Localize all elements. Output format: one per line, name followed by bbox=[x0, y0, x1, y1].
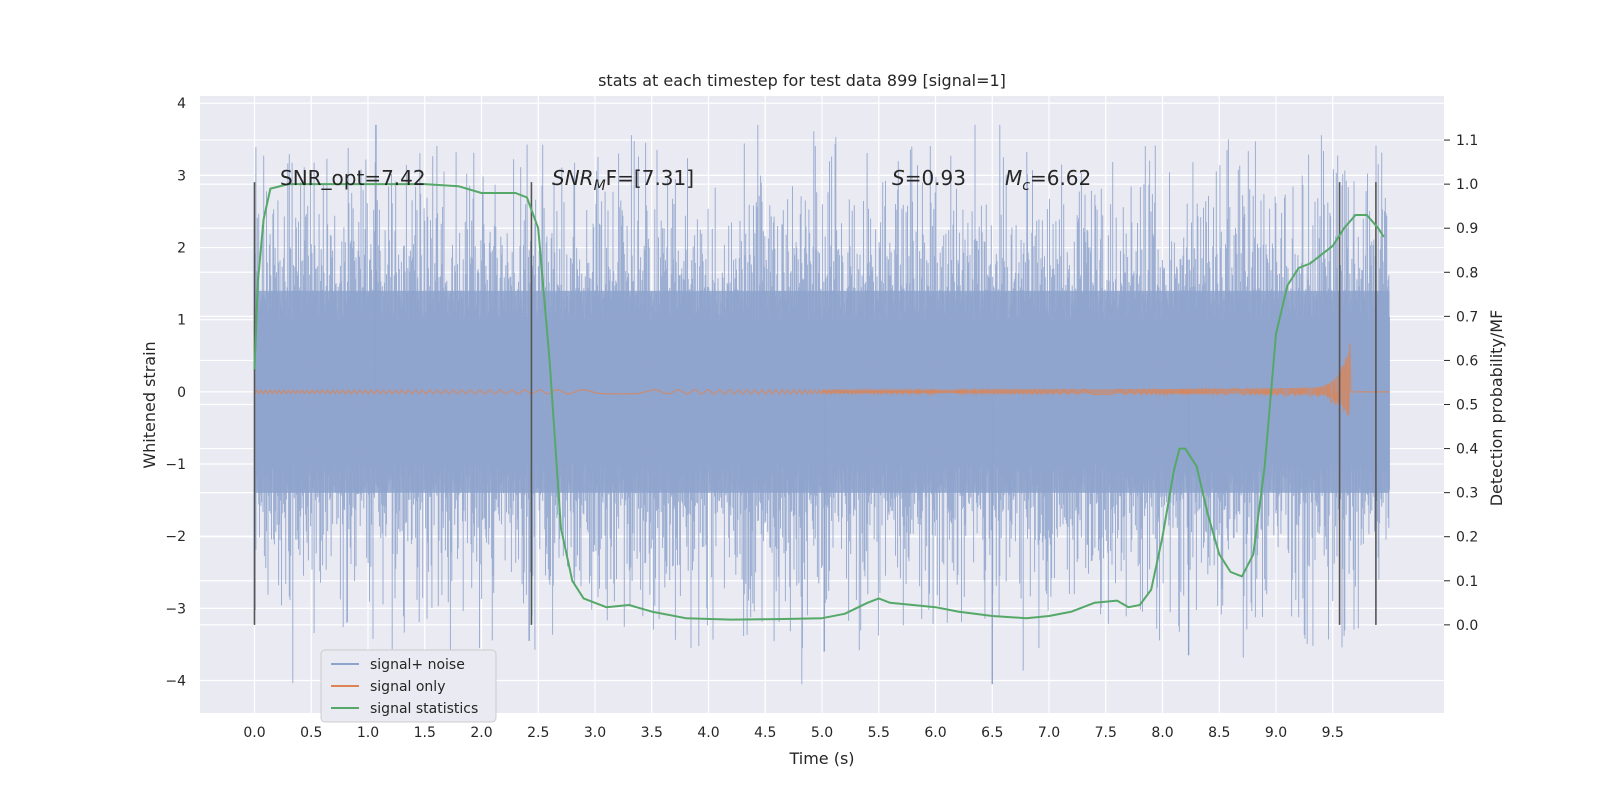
x-tick-label: 8.5 bbox=[1208, 725, 1230, 741]
y-tick-label: −3 bbox=[165, 601, 186, 617]
signal-only-series bbox=[254, 343, 1390, 417]
y2-tick-label: 0.3 bbox=[1456, 486, 1478, 502]
mc-annotation: Mc=6.62 bbox=[1005, 166, 1091, 194]
y2-tick-label: 0.5 bbox=[1456, 398, 1478, 414]
x-tick-label: 6.5 bbox=[981, 725, 1003, 741]
legend-label-stats: signal statistics bbox=[370, 701, 478, 717]
snr-mf-label: SNR bbox=[552, 166, 594, 190]
x-tick-label: 1.0 bbox=[357, 725, 379, 741]
legend-label-noise: signal+ noise bbox=[370, 657, 465, 673]
y2-tick-label: 1.1 bbox=[1456, 133, 1478, 149]
y2-tick-label: 0.2 bbox=[1456, 530, 1478, 546]
legend-label-signal: signal only bbox=[370, 679, 445, 695]
snr-opt-annotation: SNR_opt=7.42 bbox=[280, 166, 426, 190]
x-tick-label: 3.0 bbox=[584, 725, 606, 741]
x-axis-label: Time (s) bbox=[788, 749, 854, 768]
stats-series bbox=[253, 183, 1385, 621]
y-tick-label: −4 bbox=[165, 674, 186, 690]
y2-tick-label: 0.9 bbox=[1456, 221, 1478, 237]
y-tick-label: 4 bbox=[177, 96, 186, 112]
y2-axis-label: Detection probability/MF bbox=[1487, 310, 1506, 507]
snr-mf-subscript: M bbox=[594, 178, 606, 194]
x-tick-label: 7.0 bbox=[1038, 725, 1060, 741]
y-tick-label: 0 bbox=[177, 385, 186, 401]
y-tick-label: 2 bbox=[177, 241, 186, 257]
y-tick-label: 1 bbox=[177, 313, 186, 329]
x-tick-label: 2.5 bbox=[527, 725, 549, 741]
y2-tick-label: 0.7 bbox=[1456, 309, 1478, 325]
y-axis-label: Whitened strain bbox=[140, 341, 159, 468]
legend-box bbox=[320, 649, 497, 723]
x-tick-label: 5.5 bbox=[868, 725, 890, 741]
y2-tick-label: 0.8 bbox=[1456, 265, 1478, 281]
snr-mf-value: F=[7.31] bbox=[606, 166, 694, 190]
s-annotation: S=0.93 bbox=[892, 166, 966, 190]
mc-value: =6.62 bbox=[1030, 166, 1091, 190]
x-tick-label: 4.0 bbox=[697, 725, 719, 741]
x-tick-label: 0.0 bbox=[243, 725, 265, 741]
y-tick-label: −2 bbox=[165, 529, 186, 545]
x-tick-label: 9.5 bbox=[1322, 725, 1344, 741]
y2-tick-label: 1.0 bbox=[1456, 177, 1478, 193]
y-tick-label: 3 bbox=[177, 168, 186, 184]
vertical-markers bbox=[253, 182, 1377, 625]
legend: signal+ noise signal only signal statist… bbox=[320, 649, 497, 723]
s-value: =0.93 bbox=[905, 166, 966, 190]
mc-subscript: c bbox=[1022, 178, 1030, 194]
y2-tick-label: 0.1 bbox=[1456, 574, 1478, 590]
y2-tick-label: 0.6 bbox=[1456, 353, 1478, 369]
x-tick-label: 6.0 bbox=[924, 725, 946, 741]
mc-label: M bbox=[1005, 166, 1022, 190]
y-tick-labels: 4 3 2 1 0 −1 −2 −3 −4 bbox=[165, 96, 186, 689]
x-tick-labels: 0.0 0.5 1.0 1.5 2.0 2.5 3.0 3.5 4.0 4.5 5.0 5.5 6.0 6… bbox=[243, 725, 1344, 741]
y2-tick-labels: 1.1 1.0 0.9 0.8 0.7 0.6 0.5 0.4 0.3 0.2 0.1 0.0 bbox=[1444, 133, 1478, 634]
y2-tick-label: 0.4 bbox=[1456, 442, 1478, 458]
x-tick-label: 1.5 bbox=[414, 725, 436, 741]
chart-title: stats at each timestep for test data 899… bbox=[598, 71, 1006, 90]
x-tick-label: 5.0 bbox=[811, 725, 833, 741]
signal-statistics-line bbox=[253, 183, 1385, 621]
s-label: S bbox=[892, 166, 905, 190]
x-tick-label: 9.0 bbox=[1265, 725, 1287, 741]
x-tick-label: 3.5 bbox=[641, 725, 663, 741]
y2-tick-label: 0.0 bbox=[1456, 618, 1478, 634]
y-tick-label: −1 bbox=[165, 457, 186, 473]
x-tick-label: 2.0 bbox=[470, 725, 492, 741]
snr-mf-annotation: SNRMF=[7.31] bbox=[552, 166, 694, 194]
x-tick-label: 8.0 bbox=[1151, 725, 1173, 741]
x-tick-label: 4.5 bbox=[754, 725, 776, 741]
x-tick-label: 0.5 bbox=[300, 725, 322, 741]
x-tick-label: 7.5 bbox=[1095, 725, 1117, 741]
